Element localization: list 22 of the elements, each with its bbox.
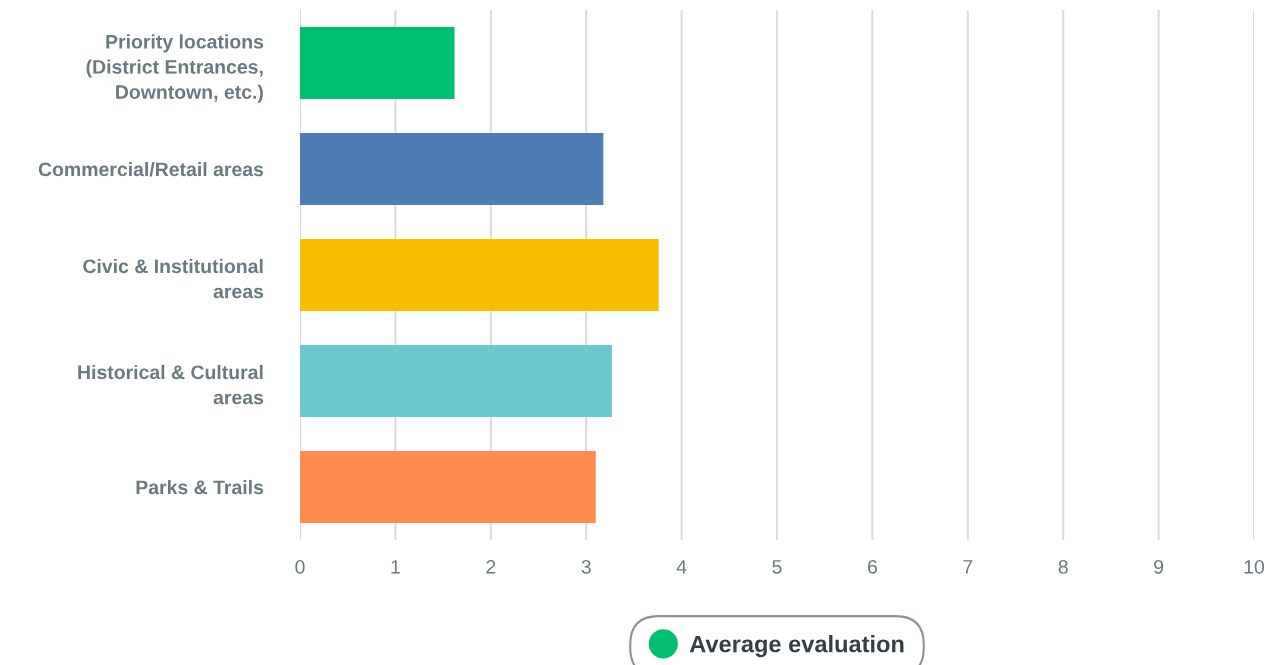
y-tick-label: Priority locations (District Entrances, Downtown, etc.) (86, 34, 264, 103)
x-tick-label: 9 (1154, 559, 1164, 574)
bar (300, 132, 604, 206)
x-tick-label: 10 (1244, 559, 1265, 574)
x-tick-label: 7 (963, 560, 973, 574)
y-tick-label: Commercial/Retail areas (38, 161, 264, 177)
x-tick-label: 1 (391, 560, 400, 574)
y-tick-label: Civic & Institutional areas (83, 258, 264, 299)
x-tick-label: 5 (772, 560, 782, 574)
y-tick-label: Historical & Cultural areas (78, 364, 264, 405)
bar (300, 238, 659, 312)
x-tick-label: 6 (867, 559, 877, 574)
bar (300, 344, 612, 418)
y-tick-label: Parks & Trails (136, 479, 264, 495)
x-tick-label: 2 (486, 559, 496, 574)
bar (300, 450, 596, 524)
x-tick-label: 4 (676, 560, 687, 574)
x-tick-label: 0 (295, 559, 305, 574)
x-tick-label: 3 (581, 559, 591, 574)
legend-label: Average evaluation (689, 635, 904, 658)
bar (300, 26, 455, 100)
x-tick-label: 8 (1058, 559, 1068, 574)
